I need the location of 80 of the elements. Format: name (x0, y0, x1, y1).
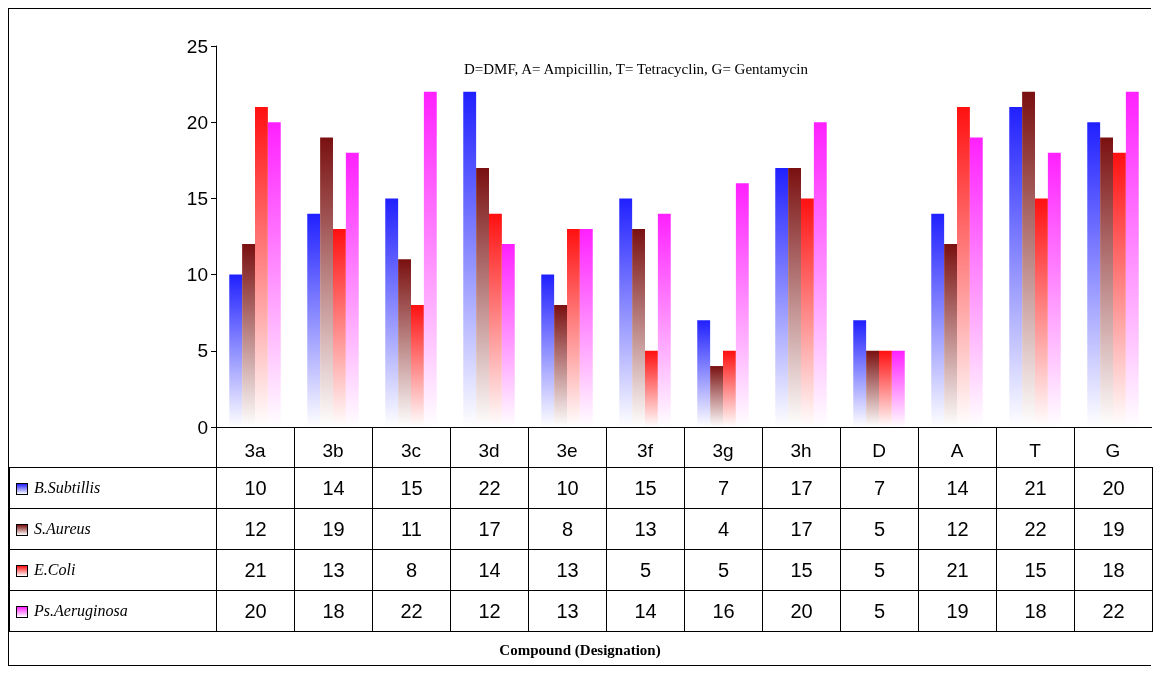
data-label: 5 (684, 549, 763, 591)
x-tick-label: 3g (712, 440, 734, 461)
y-tick-label: 15 (186, 187, 208, 209)
bar (879, 350, 892, 427)
data-label: 7 (684, 467, 763, 509)
y-tick-label: 5 (197, 340, 208, 362)
data-label: 14 (918, 467, 997, 509)
data-label: 7 (840, 467, 919, 509)
y-tick-label: 10 (186, 264, 208, 286)
data-label: 15 (762, 549, 841, 591)
data-label: 15 (606, 467, 685, 509)
x-tick-label: 3a (244, 440, 266, 461)
data-label: 17 (762, 508, 841, 550)
bar (853, 320, 867, 427)
data-label: 22 (372, 590, 451, 632)
x-tick-label: 3h (790, 440, 812, 461)
bar (891, 350, 905, 427)
data-label: 5 (840, 508, 919, 550)
data-label: 16 (684, 590, 763, 632)
data-label: 19 (1074, 508, 1153, 550)
data-label: 13 (294, 549, 373, 591)
bar (866, 350, 879, 427)
data-label: 13 (606, 508, 685, 550)
data-label: 22 (450, 467, 529, 509)
bar (697, 320, 711, 427)
data-label: 12 (918, 508, 997, 550)
data-label: 12 (216, 508, 295, 550)
x-tick-label: 3c (400, 440, 422, 461)
y-tick-label: 25 (186, 35, 208, 57)
data-label: 5 (840, 590, 919, 632)
x-tick-label: G (1105, 440, 1121, 461)
legend-label: Ps.Aeruginosa (34, 602, 128, 619)
x-tick-label: T (1029, 440, 1042, 461)
bar (645, 350, 658, 427)
bar (411, 305, 424, 427)
bar (554, 305, 567, 427)
data-label: 21 (918, 549, 997, 591)
x-tick-label: 3b (322, 440, 344, 461)
data-label: 19 (918, 590, 997, 632)
bar (710, 366, 723, 427)
data-label: 18 (294, 590, 373, 632)
data-label: 20 (1074, 467, 1153, 509)
data-label: 22 (996, 508, 1075, 550)
y-tick-label: 0 (197, 416, 208, 438)
y-tick-label: 20 (186, 111, 208, 133)
x-tick-label: A (950, 440, 964, 461)
x-tick-label: 3f (637, 440, 654, 461)
data-label: 21 (996, 467, 1075, 509)
x-tick-label: 3e (556, 440, 578, 461)
data-label: 18 (1074, 549, 1153, 591)
data-label: 4 (684, 508, 763, 550)
data-label: 19 (294, 508, 373, 550)
data-label: 22 (1074, 590, 1153, 632)
data-label: 14 (606, 590, 685, 632)
data-label: 5 (606, 549, 685, 591)
data-label: 14 (294, 467, 373, 509)
data-label: 8 (528, 508, 607, 550)
data-label: 21 (216, 549, 295, 591)
data-label: 13 (528, 549, 607, 591)
legend-label: S.Aureus (34, 520, 91, 537)
data-label: 17 (762, 467, 841, 509)
bar (723, 350, 736, 427)
x-tick-label: 3d (478, 440, 500, 461)
data-label: 14 (450, 549, 529, 591)
data-label: 15 (372, 467, 451, 509)
data-label: 13 (528, 590, 607, 632)
legend-label: B.Subtillis (34, 479, 101, 496)
x-tick-label: D (872, 440, 886, 461)
data-label: 18 (996, 590, 1075, 632)
text: Compound (Designation) (498, 642, 662, 659)
data-label: 15 (996, 549, 1075, 591)
data-label: 10 (528, 467, 607, 509)
data-label: 20 (762, 590, 841, 632)
data-label: 11 (372, 508, 451, 550)
data-label: 8 (372, 549, 451, 591)
data-label: 12 (450, 590, 529, 632)
data-label: 5 (840, 549, 919, 591)
data-label: 17 (450, 508, 529, 550)
legend-label: E.Coli (34, 561, 76, 578)
annotation: D=DMF, A= Ampicillin, T= Tetracyclin, G= Gentamycin (464, 60, 809, 77)
